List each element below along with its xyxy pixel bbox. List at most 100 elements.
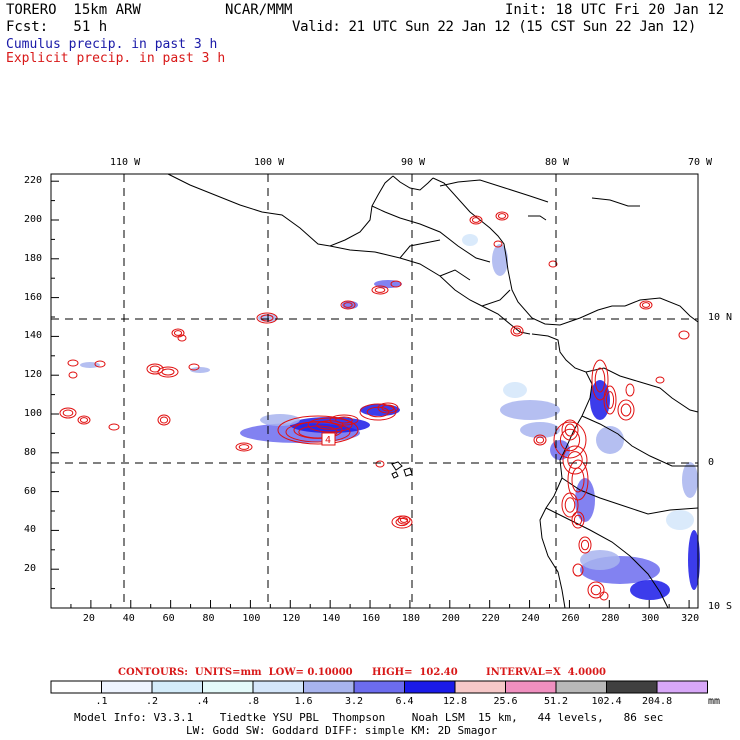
precip-area — [520, 422, 560, 438]
precip-area — [500, 400, 560, 420]
colorbar-label: .1 — [95, 696, 108, 707]
precip-contour — [157, 414, 171, 426]
precip-area — [503, 382, 527, 398]
precip-contour — [377, 402, 399, 414]
precip-contour — [559, 428, 581, 452]
x-tick-label: 100 — [242, 613, 261, 624]
precip-contour — [578, 536, 592, 554]
x-tick-label: 80 — [202, 613, 215, 624]
contour-high: HIGH= 102.40 — [372, 667, 458, 678]
precip-area — [462, 234, 478, 246]
x-tick-label: 180 — [401, 613, 420, 624]
precip-contour — [277, 415, 359, 445]
precip-contour — [285, 421, 351, 443]
colorbar-swatch — [252, 680, 304, 694]
contour-interval: INTERVAL=X 4.0000 — [486, 667, 606, 678]
colorbar-swatch — [606, 680, 658, 694]
valid-time: Valid: 21 UTC Sun 22 Jan 12 (15 CST Sun … — [292, 19, 696, 35]
coastline-jamaica — [528, 215, 547, 221]
colorbar-units: mm — [708, 696, 721, 707]
x-tick-label: 160 — [362, 613, 381, 624]
precip-contour — [599, 591, 609, 601]
x-tick-label: 300 — [641, 613, 660, 624]
precip-contour — [390, 280, 402, 288]
colorbar-label: .2 — [146, 696, 159, 707]
y-tick-label: 180 — [24, 252, 43, 264]
precip-contour — [493, 240, 503, 248]
y-tick-label: 220 — [24, 175, 43, 187]
precip-contour — [580, 539, 590, 551]
org-label: NCAR/MMM — [225, 2, 293, 18]
init-time: Init: 18 UTC Fri 20 Jan 12 — [505, 2, 725, 18]
precip-area — [666, 510, 694, 530]
contour-label-box — [321, 432, 336, 446]
precip-contour — [655, 376, 665, 384]
y-tick-label: 140 — [24, 330, 43, 342]
precip-contour — [340, 300, 356, 310]
precip-contour — [256, 312, 278, 324]
colorbar-label: 6.4 — [395, 696, 414, 707]
border-south-america — [545, 367, 699, 609]
precip-area — [575, 478, 595, 522]
precip-contour — [591, 359, 609, 401]
precip-contour — [94, 360, 106, 368]
precip-contour — [620, 403, 632, 417]
precip-contour — [605, 391, 615, 409]
colorbar-label: 12.8 — [443, 696, 468, 707]
precip-contour — [641, 302, 651, 308]
precip-contour — [639, 300, 653, 310]
x-tick-label: 220 — [481, 613, 500, 624]
lon-label: 110 W — [110, 157, 141, 168]
colorbar-swatch — [303, 680, 355, 694]
precip-contour — [329, 414, 359, 426]
precip-contour — [238, 444, 250, 450]
precip-contour — [371, 285, 389, 295]
precip-contour — [497, 213, 507, 219]
explicit-legend: Explicit precip. in past 3 h — [6, 51, 226, 66]
colorbar-label: 204.8 — [642, 696, 673, 707]
coastline-south-america-pacific — [531, 333, 593, 609]
precip-contour — [495, 211, 509, 221]
x-tick-label: 40 — [122, 613, 135, 624]
precip-contour — [561, 419, 579, 441]
coastline-layer — [167, 173, 699, 609]
colorbar-swatch — [202, 680, 254, 694]
precip-area — [260, 414, 300, 426]
contour-layer — [59, 211, 690, 601]
precip-contour — [533, 434, 547, 446]
border-lines — [371, 205, 511, 307]
precip-contour — [381, 404, 395, 412]
precip-contour — [146, 363, 164, 375]
coastline-south-america-north — [624, 297, 699, 323]
precip-contour — [68, 371, 78, 379]
precip-contour — [359, 403, 397, 421]
precip-contour — [471, 217, 481, 223]
forecast-hour: Fcst: 51 h — [6, 19, 108, 35]
coastline-caribbean-central-america — [432, 177, 625, 326]
precip-contour — [173, 330, 183, 336]
coastline-hispaniola — [591, 197, 640, 207]
y-tick-label: 200 — [24, 214, 43, 225]
lat-label: 0 — [708, 457, 715, 468]
precip-contour — [572, 563, 584, 577]
axis-ticks — [51, 180, 690, 608]
y-tick-label: 40 — [24, 524, 37, 536]
precip-contour — [343, 302, 353, 308]
physics-info: LW: Godd SW: Goddard DIFF: simple KM: 2D… — [186, 724, 498, 737]
precip-contour — [59, 407, 77, 419]
precip-contour — [397, 515, 411, 525]
cumulus-legend: Cumulus precip. in past 3 h — [6, 37, 218, 52]
colorbar-label: 51.2 — [544, 696, 569, 707]
coastline-yucatan — [392, 175, 434, 191]
coastline-pacific-central-america — [329, 245, 531, 335]
precip-contour — [62, 409, 74, 417]
coastline-mexico — [167, 173, 394, 247]
colorbar-label: .8 — [247, 696, 260, 707]
colorbar-swatch — [151, 680, 203, 694]
precip-contour — [399, 517, 409, 523]
lon-label: 100 W — [254, 157, 285, 168]
colorbar-swatch — [454, 680, 506, 694]
contour-units: CONTOURS: UNITS=mm LOW= 0.10000 — [118, 667, 353, 678]
precip-area — [290, 417, 370, 433]
